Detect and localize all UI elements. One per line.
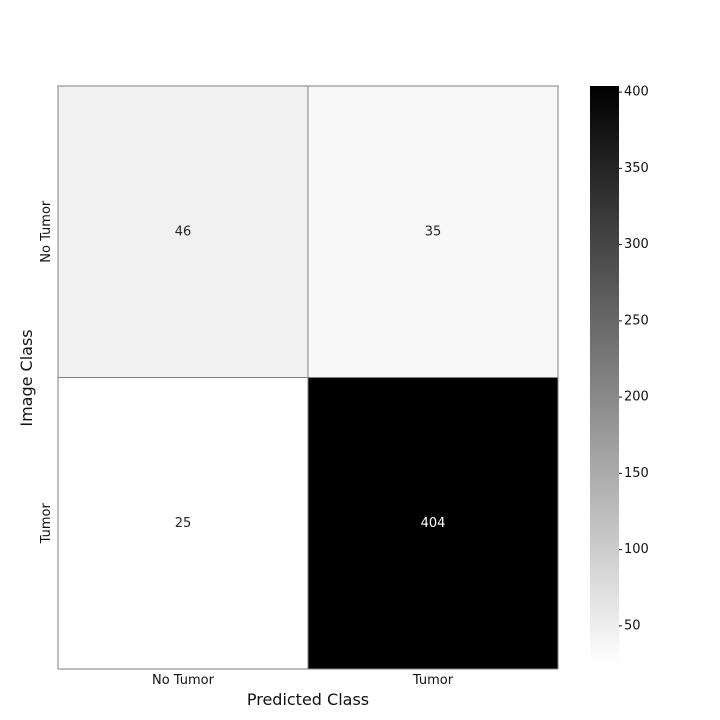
y-axis-ticks: No Tumor Tumor	[39, 200, 54, 544]
cell-value-label: 25	[175, 516, 192, 531]
x-axis-title: Predicted Class	[247, 690, 369, 709]
y-tick-label: Tumor	[39, 503, 54, 545]
colorbar-tick-label: 100	[624, 542, 649, 557]
y-axis-title: Image Class	[17, 329, 36, 426]
y-tick-label: No Tumor	[39, 200, 54, 263]
colorbar-ticks: 50 100 150 200 250 300 350 400	[619, 85, 649, 633]
x-tick-label: No Tumor	[152, 673, 215, 688]
heatmap-cell	[57, 85, 309, 378]
colorbar-tick-label: 50	[624, 618, 641, 633]
colorbar-tick-label: 200	[624, 390, 649, 405]
colorbar-tick-label: 300	[624, 237, 649, 252]
colorbar: 50 100 150 200 250 300 350 400	[590, 85, 649, 664]
heatmap-cells: 46 35 25 404	[57, 85, 559, 670]
heatmap-cell	[307, 377, 559, 670]
cell-value-label: 404	[421, 516, 446, 531]
x-tick-label: Tumor	[412, 673, 454, 688]
colorbar-tick-label: 250	[624, 313, 649, 328]
x-axis-ticks: No Tumor Tumor	[152, 673, 454, 688]
colorbar-tick-label: 350	[624, 161, 649, 176]
heatmap-cell	[307, 85, 559, 378]
colorbar-gradient	[590, 86, 619, 664]
heatmap-cell	[57, 377, 309, 670]
cell-value-label: 46	[175, 224, 192, 239]
colorbar-tick-label: 400	[624, 85, 649, 100]
colorbar-tick-label: 150	[624, 466, 649, 481]
cell-value-label: 35	[425, 224, 442, 239]
